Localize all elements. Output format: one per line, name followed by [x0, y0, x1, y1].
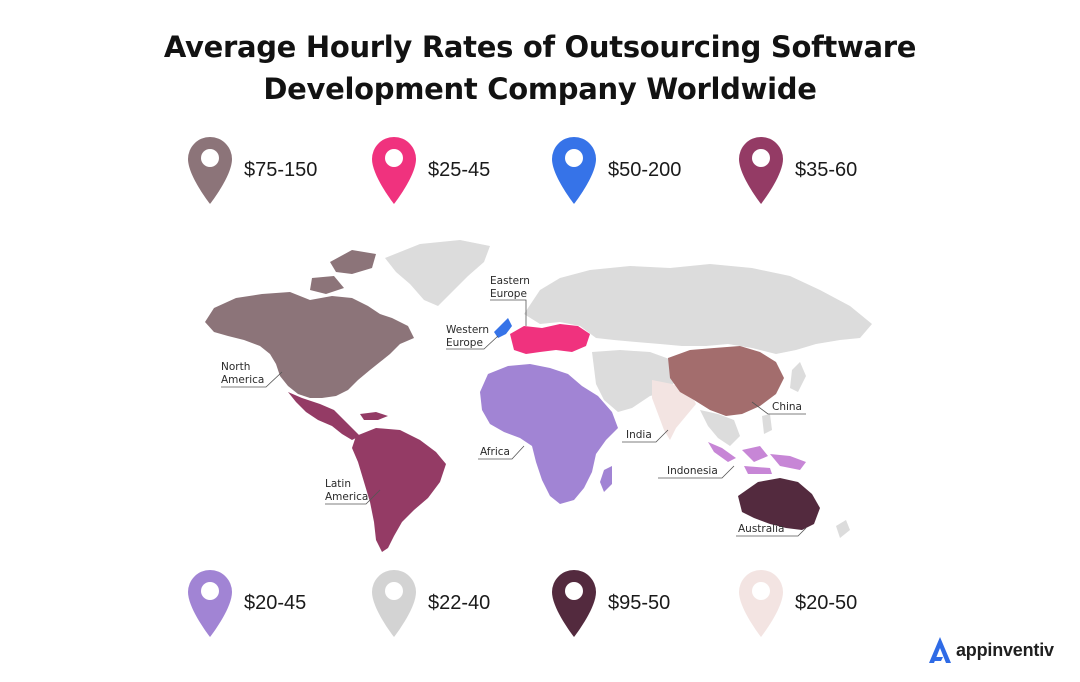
appinventiv-logo-icon: [929, 637, 951, 663]
india-shape: [652, 380, 696, 440]
label-india: India: [622, 429, 669, 443]
central-america-shape: [288, 392, 360, 440]
china-leader-line: [751, 401, 806, 415]
western-europe-shape: [494, 318, 512, 338]
africa-label: Africa: [480, 446, 510, 458]
map-pin-icon: [188, 137, 232, 204]
africa-shape: [480, 364, 618, 504]
caribbean-shape: [360, 412, 388, 420]
eastern-europe-leader-line: [490, 299, 527, 326]
madagascar-shape: [600, 466, 612, 492]
south-america-shape: [352, 428, 446, 552]
title-line-1: Average Hourly Rates of Outsourcing Soft…: [163, 30, 917, 64]
label-australia: Australia: [736, 523, 807, 537]
legend-item-7: $95-50: [550, 568, 670, 638]
label-indonesia: Indonesia: [658, 465, 735, 479]
russia-shape: [524, 264, 872, 354]
north-america-leader-line: [221, 371, 283, 388]
new-zealand-shape: [836, 520, 850, 538]
legend-label: $22-40: [428, 591, 491, 614]
legend-item-5: $20-45: [186, 568, 306, 638]
title-line-2: Development Company Worldwide: [263, 72, 817, 106]
north-america-shape: [205, 292, 414, 398]
map-pin-icon: [552, 570, 596, 637]
philippines-shape: [762, 414, 772, 434]
brand-logo: appinventiv: [928, 636, 1054, 664]
map-pin-icon: [739, 137, 783, 204]
legend-item-4: $35-60: [737, 135, 857, 205]
southeast-asia-shape: [700, 410, 740, 446]
australia-label: Australia: [738, 523, 784, 535]
map-pin-icon: [552, 137, 596, 204]
north-america-label-line1: North: [221, 361, 250, 373]
india-leader-line: [622, 429, 669, 443]
legend-item-1: $75-150: [186, 135, 317, 205]
brand-name: appinventiv: [956, 639, 1054, 660]
label-north-america: North America: [221, 361, 283, 388]
eastern-europe-shape: [510, 324, 590, 354]
north-america-label-line2: America: [221, 374, 264, 386]
latin-america-label-line2: America: [325, 491, 368, 503]
legend-label: $20-50: [795, 591, 858, 614]
greenland-shape: [385, 240, 490, 306]
eastern-europe-label-line1: Eastern: [490, 275, 530, 287]
africa-leader-line: [478, 445, 525, 460]
india-label: India: [626, 429, 652, 441]
legend-label: $75-150: [244, 158, 318, 181]
map-pin-icon: [739, 570, 783, 637]
legend-label: $50-200: [608, 158, 682, 181]
page-title: Average Hourly Rates of Outsourcing Soft…: [0, 26, 1080, 110]
eastern-europe-label-line2: Europe: [490, 288, 527, 300]
japan-shape: [790, 362, 806, 392]
australia-shape: [738, 478, 820, 530]
legend-label: $20-45: [244, 591, 307, 614]
label-latin-america: Latin America: [325, 478, 381, 505]
label-china: China: [751, 401, 806, 415]
legend-item-8: $20-50: [737, 568, 857, 638]
china-label: China: [772, 401, 802, 413]
australia-leader-line: [736, 527, 807, 537]
legend-item-6: $22-40: [370, 568, 490, 638]
middle-east-shape: [592, 350, 680, 412]
map-pin-icon: [372, 570, 416, 637]
latin-america-label-line1: Latin: [325, 478, 351, 490]
western-europe-leader-line: [446, 335, 499, 350]
map-pin-icon: [188, 570, 232, 637]
china-shape: [668, 346, 784, 416]
label-eastern-europe: Eastern Europe: [490, 275, 530, 326]
label-africa: Africa: [478, 445, 525, 460]
map-pin-icon: [372, 137, 416, 204]
legend-label: $25-45: [428, 158, 491, 181]
western-europe-label-line2: Europe: [446, 337, 483, 349]
legend-label: $95-50: [608, 591, 671, 614]
arctic-islands-shape: [330, 250, 376, 274]
legend-label: $35-60: [795, 158, 858, 181]
indonesia-label: Indonesia: [667, 465, 718, 477]
arctic-islands-2-shape: [310, 276, 344, 294]
latin-america-leader-line: [325, 489, 381, 505]
legend-item-2: $25-45: [370, 135, 490, 205]
label-western-europe: Western Europe: [446, 324, 499, 350]
indonesia-leader-line: [658, 465, 735, 479]
indonesia-shape: [708, 442, 806, 474]
legend-item-3: $50-200: [550, 135, 681, 205]
western-europe-label-line1: Western: [446, 324, 489, 336]
